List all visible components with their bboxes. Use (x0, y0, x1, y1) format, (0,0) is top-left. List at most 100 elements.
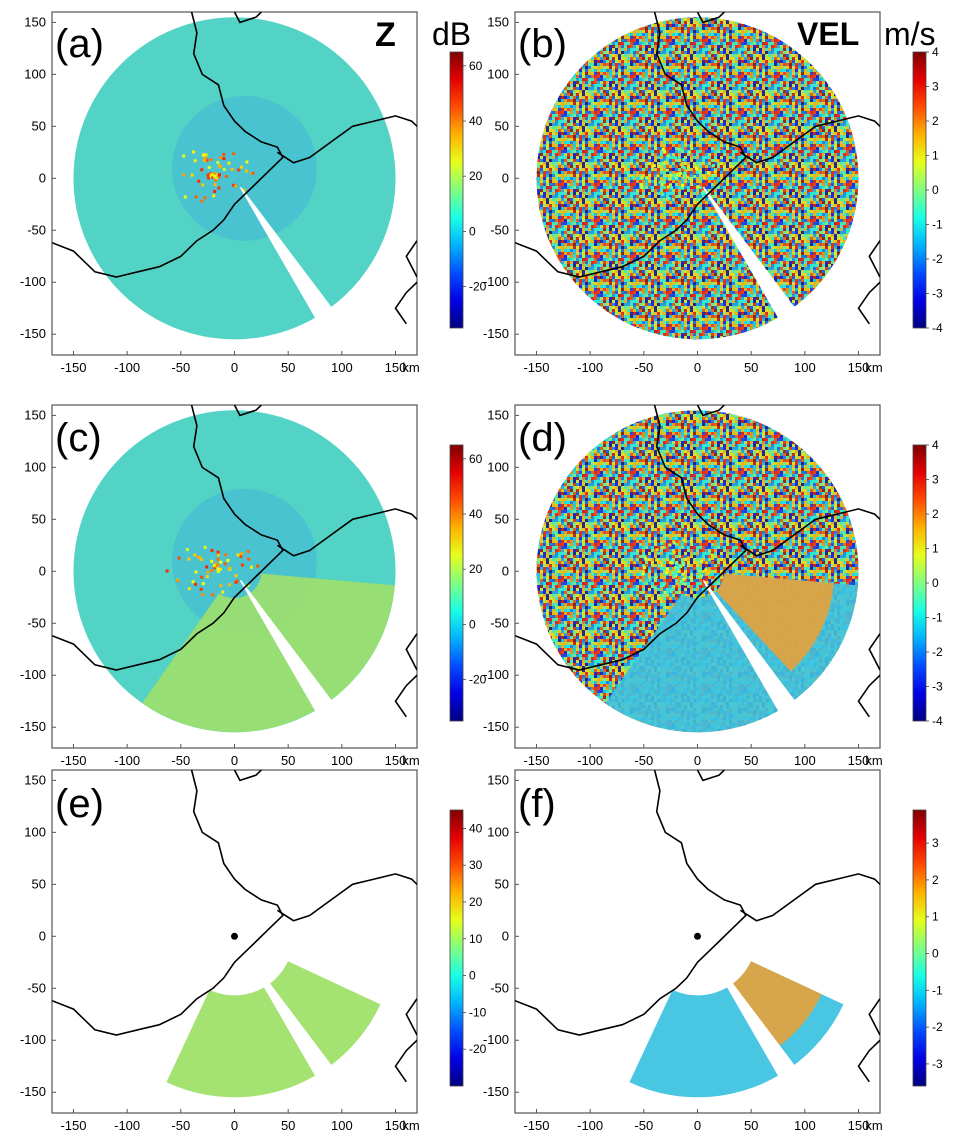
colorbar-tick-label: 0 (469, 224, 476, 238)
x-tick-label: -150 (60, 360, 86, 375)
colorbar-tick-label: 40 (469, 821, 483, 835)
y-tick-label: 0 (39, 563, 46, 578)
x-tick-label: -100 (114, 753, 140, 768)
coast-border-line (405, 633, 417, 671)
y-tick-label: 0 (502, 563, 509, 578)
y-tick-label: 0 (502, 928, 509, 943)
colorbar-tick-label: 0 (469, 969, 476, 983)
coast-border-line (696, 405, 725, 417)
colorbar-tick-label: 40 (469, 507, 483, 521)
x-tick-label: 0 (694, 1118, 701, 1133)
y-tick-label: -100 (483, 667, 509, 682)
x-tick-label: -50 (171, 360, 190, 375)
x-tick-label: 50 (281, 360, 295, 375)
blocked-beam-wedge (702, 186, 801, 328)
coast-border-line (52, 12, 284, 278)
x-tick-label: -150 (60, 1118, 86, 1133)
colorbar-tick-label: -2 (932, 645, 943, 659)
x-tick-label: 100 (794, 360, 816, 375)
coast-border-line (857, 281, 880, 325)
blocked-beam-wedge (702, 944, 801, 1086)
x-tick-label: 50 (281, 1118, 295, 1133)
panel-label-a: (a) (55, 22, 104, 66)
colorbar-tick-label: -1 (932, 611, 943, 625)
x-tick-label: 0 (231, 753, 238, 768)
colorbar-tick-label: 20 (469, 895, 483, 909)
coast-border-line (515, 770, 747, 1036)
y-tick-label: 150 (24, 14, 46, 29)
y-tick-label: -100 (20, 667, 46, 682)
coast-border-line (233, 405, 262, 417)
y-tick-label: 150 (24, 407, 46, 422)
x-axis-unit: km (402, 753, 419, 768)
colorbar-tick-label: 4 (932, 438, 939, 452)
coast-border-line (233, 12, 262, 24)
coast-border-line (739, 115, 880, 164)
panel-f: -150 -100 -50 0 50 100 150km150100500-50-100-1… (483, 769, 943, 1133)
colorbar-tick-label: -4 (932, 714, 943, 728)
y-tick-label: -150 (483, 1084, 509, 1099)
x-tick-label: -100 (577, 753, 603, 768)
colorbar-tick-label: -1 (932, 218, 943, 232)
coast-border-line (868, 633, 880, 671)
y-tick-label: -50 (490, 980, 509, 995)
y-tick-label: -150 (20, 326, 46, 341)
header-z: Z (375, 16, 396, 54)
colorbar-tick-label: -20 (469, 1042, 487, 1056)
colorbar-tick-label: -20 (469, 673, 487, 687)
coast-border-line (52, 405, 284, 671)
y-tick-label: -100 (483, 1032, 509, 1047)
colorbar-a (449, 51, 464, 329)
x-tick-label: 50 (744, 1118, 758, 1133)
x-tick-label: 150 (848, 360, 870, 375)
panel-a: -150 -100 -50 0 50 100 150km150100500-50-100-1… (20, 11, 487, 375)
colorbar-tick-label: 1 (932, 149, 939, 163)
colorbar-tick-label: 3 (932, 80, 939, 94)
coast-border-line (515, 405, 747, 671)
coast-border-line (696, 770, 725, 782)
y-tick-label: 0 (39, 170, 46, 185)
colorbar-tick-label: -3 (932, 287, 943, 301)
y-tick-label: 0 (502, 170, 509, 185)
y-tick-label: 50 (495, 118, 509, 133)
y-tick-label: 150 (24, 772, 46, 787)
colorbar-tick-label: -2 (932, 252, 943, 266)
x-tick-label: -150 (523, 360, 549, 375)
coast-border-line (739, 873, 880, 922)
y-tick-label: 150 (487, 772, 509, 787)
x-tick-label: 100 (794, 1118, 816, 1133)
colorbar-e (449, 809, 464, 1087)
y-tick-label: 150 (487, 407, 509, 422)
x-tick-label: 50 (744, 360, 758, 375)
x-tick-label: 100 (331, 360, 353, 375)
x-tick-label: 0 (231, 360, 238, 375)
colorbar-tick-label: 4 (932, 45, 939, 59)
blocked-beam-wedge (239, 944, 338, 1086)
y-tick-label: 100 (487, 824, 509, 839)
y-tick-label: 100 (24, 824, 46, 839)
colorbar-tick-label: 60 (469, 452, 483, 466)
x-tick-label: 50 (744, 753, 758, 768)
panel-d: -150 -100 -50 0 50 100 150km150100500-50-100-1… (483, 404, 943, 768)
y-tick-label: 50 (495, 511, 509, 526)
coast-border-line (394, 1039, 417, 1083)
coast-border-line (739, 508, 880, 557)
x-axis-unit: km (865, 1118, 882, 1133)
coast-border-line (394, 281, 417, 325)
colorbar-f (912, 809, 927, 1087)
x-tick-label: 0 (231, 1118, 238, 1133)
y-tick-label: -50 (490, 222, 509, 237)
x-tick-label: -100 (577, 1118, 603, 1133)
y-tick-label: 0 (39, 928, 46, 943)
x-tick-label: 150 (385, 360, 407, 375)
coast-border-line (233, 770, 262, 782)
y-tick-label: 100 (24, 459, 46, 474)
x-tick-label: 100 (331, 1118, 353, 1133)
colorbar-tick-label: 2 (932, 873, 939, 887)
colorbar-tick-label: 1 (932, 910, 939, 924)
x-tick-label: 150 (385, 753, 407, 768)
x-axis-unit: km (402, 1118, 419, 1133)
x-axis-unit: km (865, 753, 882, 768)
coast-border-line (868, 240, 880, 278)
near-range-echo (172, 95, 317, 241)
